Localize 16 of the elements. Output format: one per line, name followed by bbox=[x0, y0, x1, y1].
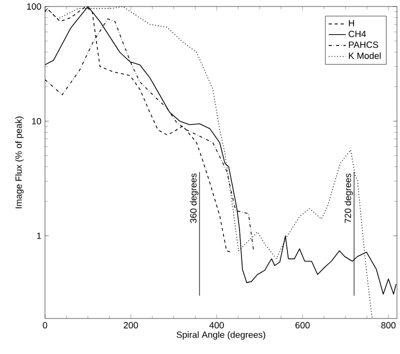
ref-line-label: 720 degrees bbox=[344, 174, 353, 224]
y-tick-label: 1 bbox=[37, 232, 42, 240]
legend-label: H bbox=[348, 20, 354, 27]
x-tick-label: 800 bbox=[381, 322, 396, 329]
legend-label: CH4 bbox=[348, 31, 366, 38]
x-axis-title: Spiral Angle (degrees) bbox=[176, 332, 266, 340]
legend-label: PAHCS bbox=[348, 42, 378, 48]
y-axis-title: Image Flux (% of peak) bbox=[15, 116, 24, 208]
y-tick-label: 10 bbox=[32, 118, 42, 125]
y-tick-label: 100 bbox=[27, 4, 42, 10]
x-tick-label: 600 bbox=[296, 322, 310, 329]
x-tick-label: 400 bbox=[209, 322, 224, 329]
x-tick-label: 0 bbox=[42, 322, 48, 329]
ref-line-label: 360 degrees bbox=[190, 174, 198, 224]
legend-label: K Model bbox=[348, 52, 381, 60]
x-tick-label: 200 bbox=[124, 322, 138, 329]
